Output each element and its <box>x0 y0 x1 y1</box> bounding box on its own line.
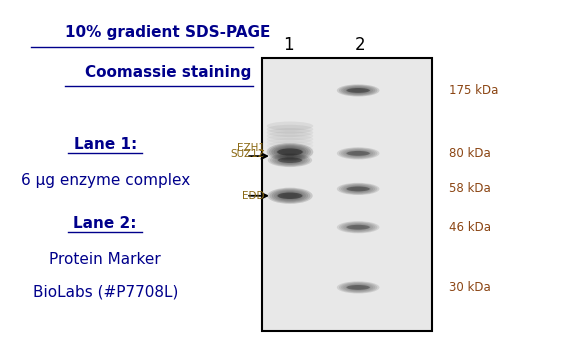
Ellipse shape <box>350 225 367 230</box>
Ellipse shape <box>281 157 299 163</box>
Ellipse shape <box>271 145 309 159</box>
Ellipse shape <box>337 84 380 96</box>
Ellipse shape <box>278 148 302 157</box>
Ellipse shape <box>337 282 380 293</box>
Text: 10% gradient SDS-PAGE: 10% gradient SDS-PAGE <box>65 25 271 40</box>
Text: Lane 1:: Lane 1: <box>74 136 137 152</box>
Text: Protein Marker: Protein Marker <box>50 252 161 267</box>
Ellipse shape <box>346 186 370 192</box>
Ellipse shape <box>341 184 375 194</box>
Ellipse shape <box>347 150 369 156</box>
Ellipse shape <box>339 148 377 159</box>
Ellipse shape <box>272 189 308 202</box>
Ellipse shape <box>337 147 380 159</box>
Ellipse shape <box>343 223 373 231</box>
Ellipse shape <box>346 150 371 157</box>
Ellipse shape <box>281 193 299 199</box>
Ellipse shape <box>276 147 304 157</box>
Ellipse shape <box>267 188 313 204</box>
Ellipse shape <box>339 282 377 293</box>
Ellipse shape <box>346 285 370 290</box>
Text: EZH1: EZH1 <box>237 143 265 153</box>
Text: BioLabs (#P7708L): BioLabs (#P7708L) <box>32 284 178 299</box>
Ellipse shape <box>283 149 297 155</box>
Ellipse shape <box>268 153 312 167</box>
Ellipse shape <box>346 225 370 230</box>
Ellipse shape <box>350 88 367 93</box>
Text: Lane 2:: Lane 2: <box>73 216 137 231</box>
Ellipse shape <box>339 184 377 194</box>
Text: 30 kDa: 30 kDa <box>449 281 491 294</box>
Ellipse shape <box>346 151 370 156</box>
Ellipse shape <box>346 185 371 193</box>
Text: 46 kDa: 46 kDa <box>449 221 491 234</box>
Ellipse shape <box>280 148 299 156</box>
Ellipse shape <box>350 186 367 192</box>
Ellipse shape <box>279 157 301 164</box>
Ellipse shape <box>343 283 373 292</box>
Ellipse shape <box>352 89 365 92</box>
Ellipse shape <box>341 283 375 292</box>
Text: Coomassie staining: Coomassie staining <box>85 64 251 80</box>
Ellipse shape <box>343 185 373 193</box>
Ellipse shape <box>343 149 373 158</box>
Ellipse shape <box>267 135 313 144</box>
Ellipse shape <box>350 285 367 290</box>
Ellipse shape <box>274 190 306 202</box>
Ellipse shape <box>350 151 367 156</box>
Text: 58 kDa: 58 kDa <box>449 183 491 195</box>
Ellipse shape <box>273 146 306 158</box>
Ellipse shape <box>267 125 313 134</box>
Ellipse shape <box>347 224 369 230</box>
Text: 6 μg enzyme complex: 6 μg enzyme complex <box>21 172 190 188</box>
Ellipse shape <box>278 193 302 199</box>
Ellipse shape <box>267 122 313 131</box>
Text: EDD: EDD <box>242 191 265 201</box>
Ellipse shape <box>343 86 373 95</box>
Ellipse shape <box>277 148 303 156</box>
Bar <box>261 58 432 331</box>
Ellipse shape <box>346 284 371 291</box>
Ellipse shape <box>269 144 311 160</box>
Ellipse shape <box>275 156 305 165</box>
Ellipse shape <box>346 88 370 93</box>
Ellipse shape <box>341 222 375 232</box>
Ellipse shape <box>278 157 302 163</box>
Ellipse shape <box>337 221 380 233</box>
Ellipse shape <box>341 148 375 158</box>
Ellipse shape <box>339 222 377 233</box>
Ellipse shape <box>267 143 313 161</box>
Text: 2: 2 <box>354 36 365 54</box>
Ellipse shape <box>283 193 297 198</box>
Ellipse shape <box>276 156 304 164</box>
Ellipse shape <box>347 87 369 94</box>
Ellipse shape <box>347 284 369 291</box>
Ellipse shape <box>341 86 375 95</box>
Ellipse shape <box>276 191 304 201</box>
Ellipse shape <box>270 154 310 166</box>
Text: 80 kDa: 80 kDa <box>449 147 491 160</box>
Ellipse shape <box>346 87 371 94</box>
Ellipse shape <box>272 155 308 166</box>
Text: SUZ12: SUZ12 <box>231 149 265 159</box>
Ellipse shape <box>269 189 310 203</box>
Text: 175 kDa: 175 kDa <box>449 84 499 97</box>
Ellipse shape <box>339 85 377 96</box>
Ellipse shape <box>279 192 301 200</box>
Ellipse shape <box>267 128 313 137</box>
Ellipse shape <box>347 186 369 192</box>
Text: 1: 1 <box>283 36 294 54</box>
Ellipse shape <box>346 224 371 231</box>
Ellipse shape <box>337 183 380 195</box>
Ellipse shape <box>267 131 313 140</box>
